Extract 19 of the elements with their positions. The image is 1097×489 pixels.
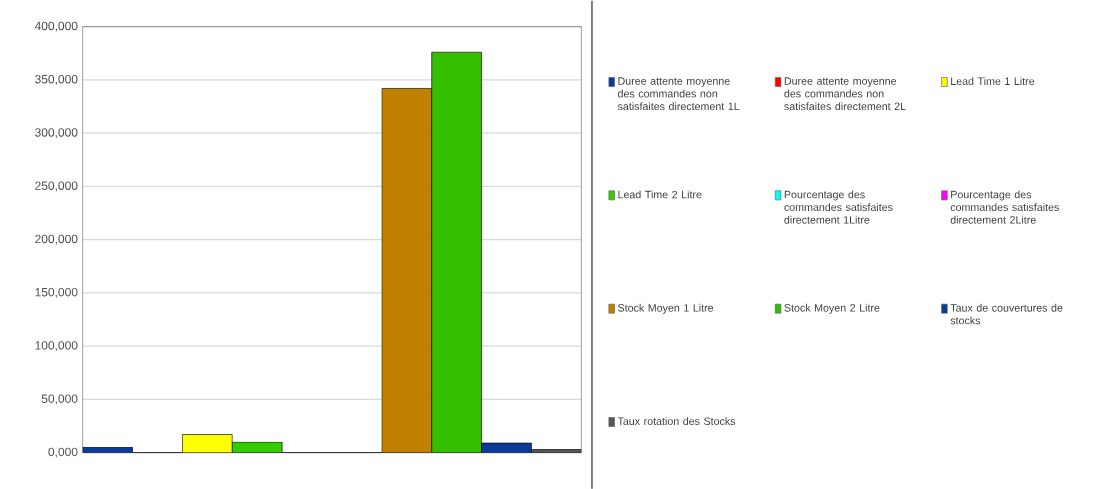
- legend-label: Pourcentage des commandes satisfaites directement 2Litre: [950, 190, 1059, 224]
- y-tick-label: 400,000: [34, 21, 78, 32]
- y-tick-label: 150,000: [35, 287, 78, 298]
- legend-label: Stock Moyen 1 Litre: [618, 303, 714, 314]
- y-tick-label: 0,000: [48, 447, 78, 458]
- y-tick-label: 300,000: [35, 128, 78, 138]
- legend-label: Lead Time 1 Litre: [951, 76, 1035, 85]
- legend-label: Stock Moyen 2 Litre: [784, 303, 880, 314]
- legend-label: Duree attente moyenne des commandes non satisfaites directement 2L: [784, 77, 906, 110]
- y-tick-label: 350,000: [35, 74, 78, 85]
- legend-label: Lead Time 2 Litre: [618, 190, 702, 199]
- y-tick-label: 250,000: [35, 181, 78, 192]
- legend-label: Duree attente moyenne des commandes non satisfaites directement 1L: [617, 77, 740, 110]
- y-tick-label: 200,000: [35, 234, 78, 245]
- legend-label: Taux rotation des Stocks: [617, 416, 736, 425]
- y-tick-label: 100,000: [35, 341, 78, 351]
- legend-label: Pourcentage des commandes satisfaites directement 1Litre: [784, 190, 893, 224]
- legend-label: Taux de couvertures de stocks: [950, 303, 1063, 325]
- y-tick-label: 50,000: [41, 394, 78, 405]
